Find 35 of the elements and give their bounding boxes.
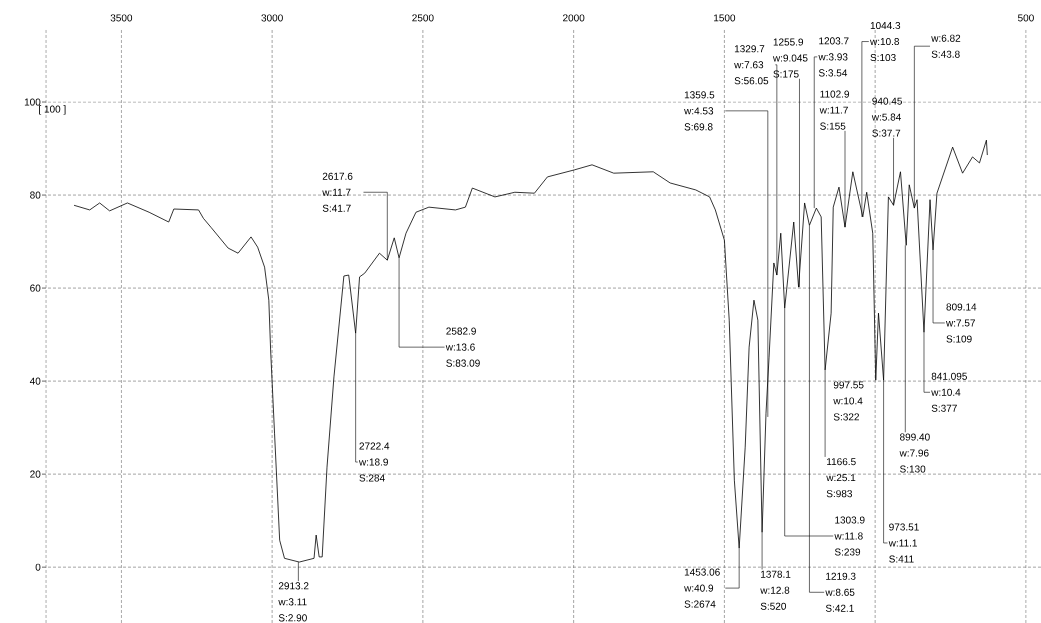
annotation: 2913.2 w:3.11 S:2.90 <box>278 582 309 622</box>
annotation: 2617.6 w:11.7 S:41.7 <box>322 172 353 212</box>
y-tick-label: 20 <box>30 470 41 478</box>
y-tick-label: 40 <box>29 377 41 385</box>
annotation: 1329.7 w:7.63 S:56.05 <box>734 45 769 85</box>
annotation: 1102.9 w:11.7 S:155 <box>819 90 850 130</box>
annotation: 1303.9 w:11.8 S:239 <box>834 516 865 556</box>
annotation: w:6.82 S:43.8 <box>931 34 961 58</box>
annotation: 809.14 w:7.57 S:109 <box>945 303 977 343</box>
annotation: 841.095 w:10.4 S:377 <box>931 372 967 412</box>
annotation: 1255.9 w:9.045 S:175 <box>772 38 808 78</box>
annotation: 1166.5 w:25.1 S:983 <box>826 458 856 498</box>
x-tick-label: 500 <box>1017 14 1034 22</box>
y-tick-label: 100 <box>24 98 41 106</box>
annotation: 2582.9 w:13.6 S:83.09 <box>445 327 480 367</box>
annotation: 899.40 w:7.96 S:130 <box>899 433 930 473</box>
y-tick-label: 0 <box>35 563 41 571</box>
x-tick-label: 1500 <box>714 14 736 22</box>
x-tick-label: 3500 <box>110 14 133 22</box>
annotation: 2722.4 w:18.9 S:284 <box>358 442 390 482</box>
y-tick-label: 80 <box>30 191 41 199</box>
annotation: 1219.3 w:8.65 S:42.1 <box>825 572 856 612</box>
x-tick-label: 3000 <box>261 14 283 22</box>
annotation: 940.45 w:5.84 S:37.7 <box>871 97 902 137</box>
annotation: [ 100 ] <box>39 105 66 115</box>
x-tick-label: 2000 <box>563 14 585 22</box>
annotation: 1359.5 w:4.53 S:69.8 <box>684 91 715 131</box>
annotation: 1203.7 w:3.93 S:3.54 <box>818 37 849 77</box>
y-tick-label: 60 <box>30 284 41 292</box>
annotation: 997.55 w:10.4 S:322 <box>833 381 864 421</box>
annotation: 1453.06 w:40.9 S:2674 <box>684 568 720 608</box>
annotation: 973.51 w:11.1 S:411 <box>888 523 919 563</box>
annotation: 1044.3 w:10.8 S:103 <box>870 22 901 62</box>
x-tick-label: 2500 <box>412 14 434 22</box>
annotation: 1378.1 w:12.8 S:520 <box>760 570 791 610</box>
